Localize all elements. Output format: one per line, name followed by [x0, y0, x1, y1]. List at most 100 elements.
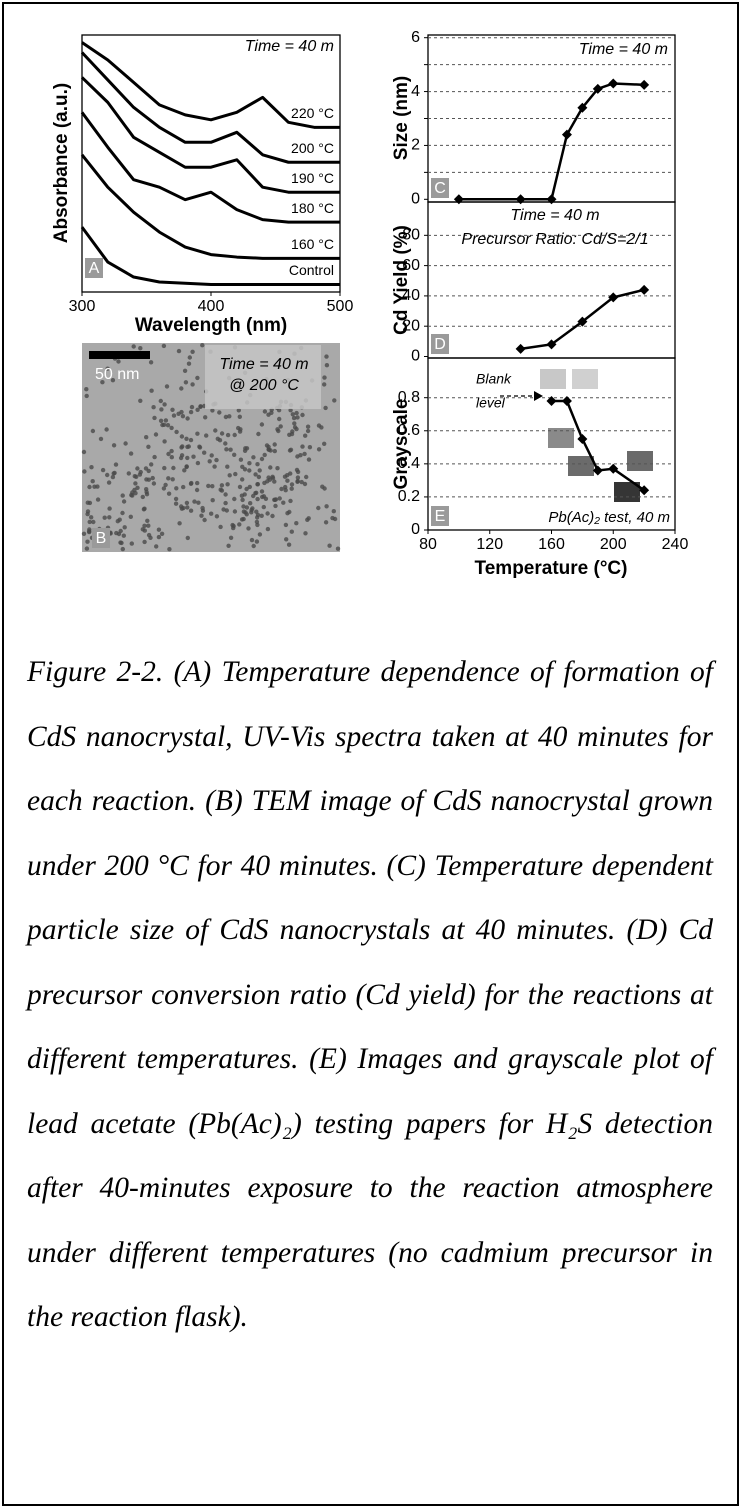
- particle: [283, 522, 289, 528]
- particle: [281, 500, 286, 505]
- particle: [169, 425, 174, 431]
- particle: [87, 519, 92, 525]
- particle: [270, 474, 275, 479]
- particle: [144, 435, 149, 440]
- particle: [110, 474, 116, 480]
- particle: [210, 408, 215, 413]
- marker: [546, 396, 557, 406]
- particle: [256, 474, 262, 480]
- particle: [226, 543, 231, 548]
- particle: [185, 416, 190, 421]
- x-axis-label: Wavelength (nm): [135, 315, 287, 336]
- particle: [89, 465, 94, 470]
- particle: [135, 485, 140, 490]
- scale-bar-label: 50 nm: [95, 366, 139, 383]
- particle: [161, 486, 167, 491]
- particle: [273, 503, 278, 509]
- particle: [214, 514, 220, 519]
- particle: [192, 499, 197, 504]
- particle: [305, 517, 310, 522]
- particle: [289, 482, 295, 487]
- particle: [290, 429, 295, 434]
- particle: [141, 507, 147, 512]
- particle: [219, 431, 225, 436]
- particle: [223, 492, 228, 497]
- particle: [170, 477, 175, 482]
- particle: [236, 425, 241, 431]
- particle: [265, 511, 270, 516]
- particle: [185, 535, 190, 541]
- particle: [167, 547, 172, 552]
- particle: [227, 414, 232, 419]
- spectrum: [81, 41, 340, 129]
- particle: [85, 500, 91, 505]
- particle: [160, 422, 165, 428]
- x-tick-label: 160: [538, 536, 565, 553]
- particle: [249, 510, 254, 515]
- particle: [150, 475, 155, 481]
- particle: [182, 368, 188, 373]
- particle: [322, 375, 327, 380]
- particle: [182, 468, 187, 473]
- marker: [608, 292, 619, 303]
- marker: [577, 434, 588, 445]
- particle: [217, 410, 222, 415]
- particle: [207, 459, 212, 464]
- particle: [129, 492, 134, 498]
- particle: [180, 414, 186, 419]
- particle: [285, 478, 290, 483]
- particle: [289, 529, 294, 534]
- particle: [92, 484, 97, 489]
- particle: [148, 360, 154, 365]
- particle: [214, 457, 219, 463]
- particle: [117, 517, 122, 522]
- caption: Figure 2-2. (A) Temperature dependence o…: [27, 656, 713, 1333]
- particle: [185, 455, 190, 461]
- scale-bar: [89, 351, 150, 359]
- particle: [236, 408, 241, 413]
- particle: [232, 432, 237, 438]
- particle: [185, 505, 190, 510]
- particle: [225, 432, 231, 438]
- particle: [320, 484, 325, 489]
- particle: [142, 523, 147, 528]
- particle: [244, 512, 249, 517]
- particle: [322, 382, 327, 387]
- particle: [288, 447, 294, 452]
- marker: [561, 396, 572, 406]
- particle: [152, 415, 157, 421]
- particle: [138, 346, 143, 351]
- particle: [121, 533, 127, 538]
- particle: [244, 505, 250, 510]
- particle: [286, 542, 292, 547]
- particle: [145, 518, 150, 523]
- particle: [251, 543, 256, 549]
- particle: [84, 393, 89, 399]
- particle: [166, 491, 172, 496]
- particle: [262, 480, 267, 486]
- particle: [259, 513, 264, 518]
- particle: [259, 456, 265, 462]
- y-tick-label: 0: [411, 521, 420, 538]
- particle: [131, 344, 136, 349]
- particle: [183, 380, 189, 385]
- particle: [272, 497, 277, 502]
- x-tick-label: 200: [600, 536, 627, 553]
- particle: [278, 424, 283, 429]
- marker: [592, 83, 603, 94]
- particle: [176, 348, 182, 354]
- particle: [244, 486, 249, 492]
- particle: [260, 494, 265, 500]
- particle: [181, 484, 186, 490]
- panel-label: E: [435, 508, 446, 525]
- y-axis-label: Grayscale: [391, 399, 412, 490]
- particle: [233, 471, 238, 477]
- particle: [327, 543, 332, 548]
- particle: [190, 349, 195, 354]
- particle: [188, 409, 194, 415]
- particle: [198, 404, 203, 409]
- marker: [608, 463, 619, 474]
- particle: [217, 438, 223, 443]
- particle: [287, 432, 292, 437]
- annotation: Time = 40 m: [579, 41, 668, 58]
